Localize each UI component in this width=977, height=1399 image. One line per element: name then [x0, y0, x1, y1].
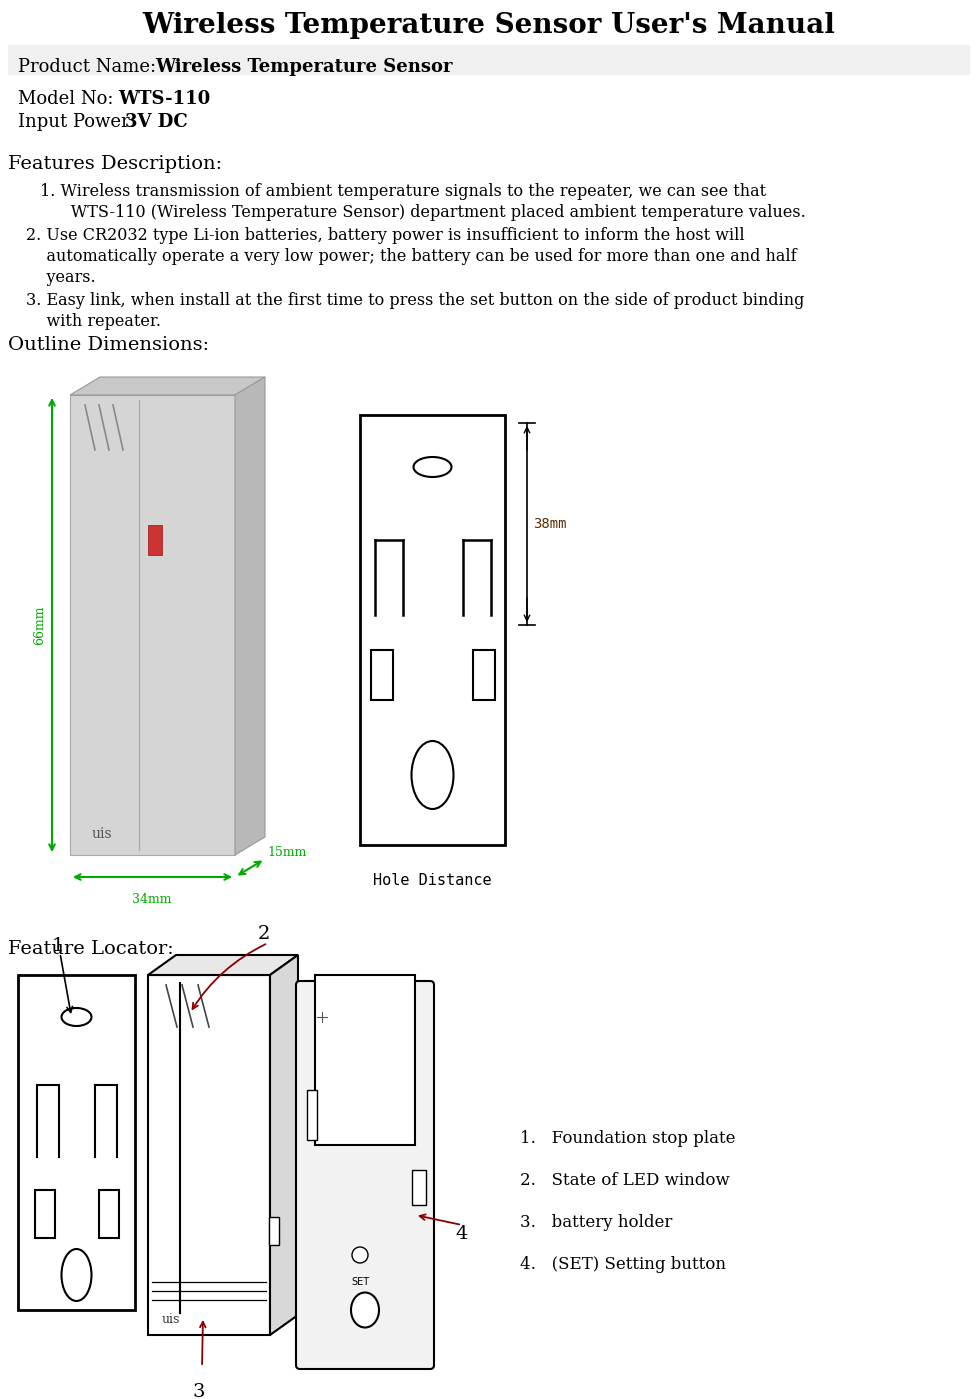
Text: 15mm: 15mm [267, 846, 306, 859]
Text: 3.   battery holder: 3. battery holder [520, 1214, 672, 1231]
Text: automatically operate a very low power; the battery can be used for more than on: automatically operate a very low power; … [26, 248, 796, 264]
Text: WTS-110: WTS-110 [118, 90, 210, 108]
FancyBboxPatch shape [296, 981, 434, 1370]
Bar [370, 651, 392, 700]
Text: 66mm: 66mm [33, 606, 47, 645]
Bar [70, 395, 234, 855]
Bar [34, 1191, 55, 1238]
Bar [269, 1217, 278, 1245]
Text: 3V DC: 3V DC [125, 113, 188, 132]
Bar [307, 1090, 317, 1140]
Text: 3: 3 [191, 1384, 204, 1399]
Bar [148, 975, 270, 1335]
Bar [472, 651, 494, 700]
Ellipse shape [62, 1009, 92, 1025]
Text: 34mm: 34mm [132, 893, 172, 907]
Text: 2.   State of LED window: 2. State of LED window [520, 1172, 729, 1189]
Bar [18, 975, 135, 1309]
Bar [99, 1191, 118, 1238]
Text: Wireless Temperature Sensor: Wireless Temperature Sensor [154, 57, 452, 76]
Text: Feature Locator:: Feature Locator: [8, 940, 174, 958]
Text: 2. Use CR2032 type Li-ion batteries, battery power is insufficient to inform the: 2. Use CR2032 type Li-ion batteries, bat… [26, 227, 743, 243]
Text: SET: SET [351, 1277, 368, 1287]
Polygon shape [148, 956, 298, 975]
Ellipse shape [411, 741, 453, 809]
Text: with repeater.: with repeater. [26, 313, 161, 330]
Text: uis: uis [92, 827, 112, 841]
Bar [343, 1017, 387, 1027]
Text: 2: 2 [258, 925, 270, 943]
Text: 1: 1 [52, 937, 64, 956]
Text: Input Power:: Input Power: [18, 113, 136, 132]
Text: 1.   Foundation stop plate: 1. Foundation stop plate [520, 1130, 735, 1147]
Bar [8, 45, 969, 76]
Ellipse shape [352, 1247, 367, 1263]
Ellipse shape [315, 1010, 328, 1024]
Ellipse shape [351, 1293, 379, 1328]
Bar [148, 525, 162, 555]
Text: WTS-110 (Wireless Temperature Sensor) department placed ambient temperature valu: WTS-110 (Wireless Temperature Sensor) de… [40, 204, 805, 221]
Text: 38mm: 38mm [532, 518, 566, 532]
Text: 3. Easy link, when install at the first time to press the set button on the side: 3. Easy link, when install at the first … [26, 292, 803, 309]
Text: years.: years. [26, 269, 96, 285]
Bar [411, 1170, 426, 1205]
Text: 1. Wireless transmission of ambient temperature signals to the repeater, we can : 1. Wireless transmission of ambient temp… [40, 183, 765, 200]
Text: uis: uis [162, 1314, 180, 1326]
Text: Wireless Temperature Sensor User's Manual: Wireless Temperature Sensor User's Manua… [143, 13, 834, 39]
Polygon shape [270, 956, 298, 1335]
Text: Model No:: Model No: [18, 90, 113, 108]
Text: 4.   (SET) Setting button: 4. (SET) Setting button [520, 1256, 725, 1273]
Text: 4: 4 [454, 1226, 467, 1242]
Bar [315, 975, 414, 1144]
Text: Hole Distance: Hole Distance [373, 873, 491, 888]
Bar [360, 416, 504, 845]
Text: Product Name:: Product Name: [18, 57, 156, 76]
Text: Features Description:: Features Description: [8, 155, 222, 173]
Polygon shape [70, 376, 265, 395]
Ellipse shape [413, 457, 451, 477]
Text: Outline Dimensions:: Outline Dimensions: [8, 336, 209, 354]
Ellipse shape [62, 1249, 92, 1301]
Polygon shape [234, 376, 265, 855]
